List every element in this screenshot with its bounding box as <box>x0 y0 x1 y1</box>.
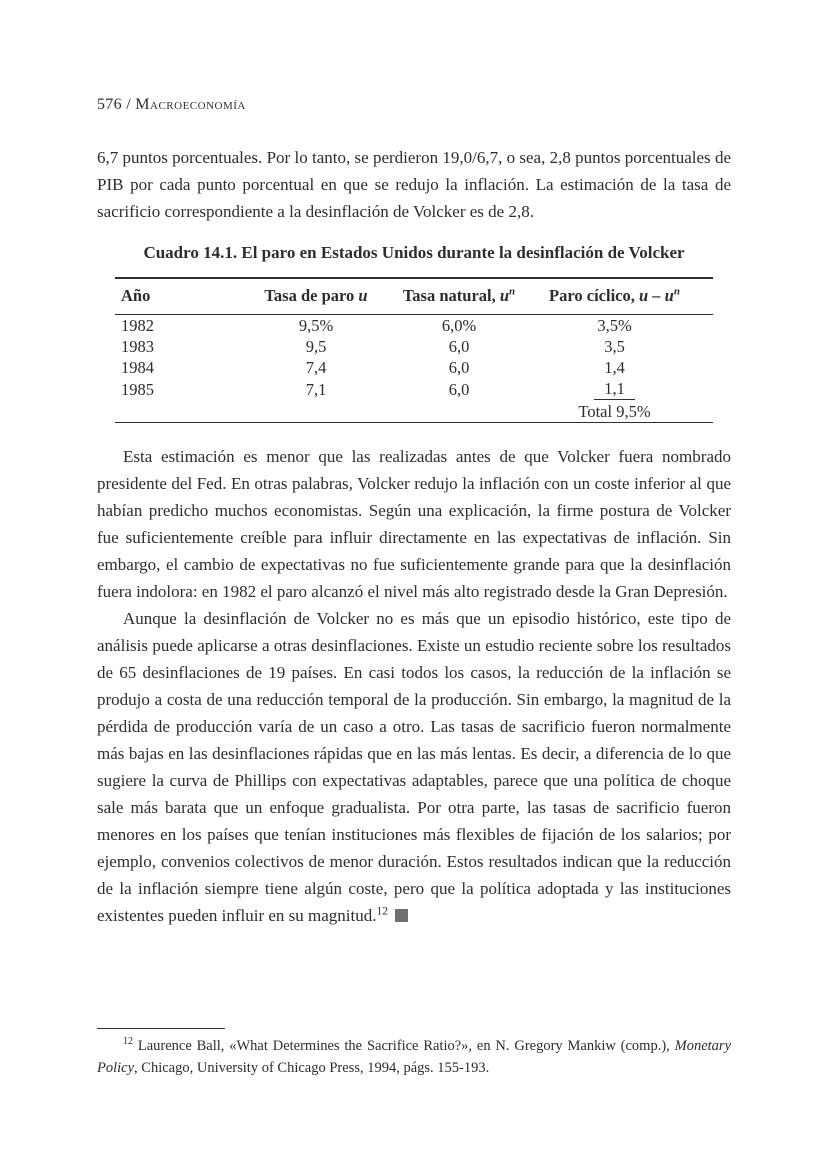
cell-cyclical: 1,4 <box>604 358 625 377</box>
table-row: 1985 7,1 6,0 1,1 <box>115 378 713 401</box>
footnote-number: 12 <box>123 1036 133 1048</box>
page-content: 576 / Macroeconomía 6,7 puntos porcentua… <box>97 96 731 929</box>
superscript-n: n <box>673 285 680 298</box>
table-total: Total 9,5% <box>516 401 713 423</box>
footnote: 12 Laurence Ball, «What Determines the S… <box>97 1028 731 1079</box>
body-paragraph-2: Esta estimación es menor que las realiza… <box>97 447 731 601</box>
cited-work-title: Monetary Policy <box>97 1038 732 1076</box>
superscript-n: n <box>509 285 516 298</box>
cell-unemployment: 9,5 <box>305 337 327 356</box>
book-title: Macroeconomía <box>135 96 246 113</box>
variable-u-minus-un: u – u <box>638 286 674 305</box>
footnote-reference: 12 <box>376 905 389 918</box>
footnote-text: 12 Laurence Ball, «What Determines the S… <box>97 1036 732 1076</box>
header-separator: / <box>126 96 131 113</box>
total-value: 9,5% <box>616 402 651 421</box>
table-row: 1982 9,5% 6,0% 3,5% <box>115 315 713 337</box>
cell-year: 1984 <box>121 358 154 377</box>
table-row: 1983 9,5 6,0 3,5 <box>115 336 713 357</box>
table-total-row: Total 9,5% <box>115 401 713 423</box>
column-header-year: Año <box>115 278 230 315</box>
column-header-natural-rate: Tasa natural, un <box>402 278 516 315</box>
running-header: 576 / Macroeconomía <box>97 96 731 114</box>
total-label: Total <box>578 402 613 421</box>
cell-unemployment: 9,5% <box>298 316 334 335</box>
cell-unemployment: 7,4 <box>305 358 327 377</box>
body-paragraph-1: 6,7 puntos porcentuales. Por lo tanto, s… <box>97 148 731 221</box>
cell-cyclical: 1,1 <box>516 378 713 401</box>
table-cuadro-14-1: Cuadro 14.1. El paro en Estados Unidos d… <box>97 243 731 423</box>
cell-natural: 6,0% <box>441 316 477 335</box>
column-header-cyclical: Paro cíclico, u – un <box>516 278 713 315</box>
cell-natural: 6,0 <box>448 380 470 399</box>
cell-natural: 6,0 <box>448 337 470 356</box>
column-header-unemployment: Tasa de paro u <box>230 278 402 315</box>
cell-natural: 6,0 <box>448 358 470 377</box>
unemployment-table: Año Tasa de paro u Tasa natural, un Paro… <box>115 277 713 423</box>
cell-unemployment: 7,1 <box>305 380 327 399</box>
table-title: Cuadro 14.1. El paro en Estados Unidos d… <box>143 243 685 262</box>
cell-year: 1983 <box>121 337 154 356</box>
cell-cyclical: 3,5 <box>604 337 625 356</box>
end-of-section-marker <box>395 909 408 922</box>
footnote-separator-rule <box>97 1028 225 1029</box>
table-row: 1984 7,4 6,0 1,4 <box>115 357 713 378</box>
cell-year: 1982 <box>121 316 154 335</box>
variable-u: u <box>358 286 368 305</box>
page-number: 576 <box>97 96 122 113</box>
table-header-row: Año Tasa de paro u Tasa natural, un Paro… <box>115 278 713 315</box>
cell-cyclical: 3,5% <box>597 316 632 335</box>
summed-value-underline: 1,1 <box>594 379 635 400</box>
variable-u: u <box>499 286 510 305</box>
cell-year: 1985 <box>121 380 154 399</box>
body-paragraph-3: Aunque la desinflación de Volcker no es … <box>97 609 731 925</box>
